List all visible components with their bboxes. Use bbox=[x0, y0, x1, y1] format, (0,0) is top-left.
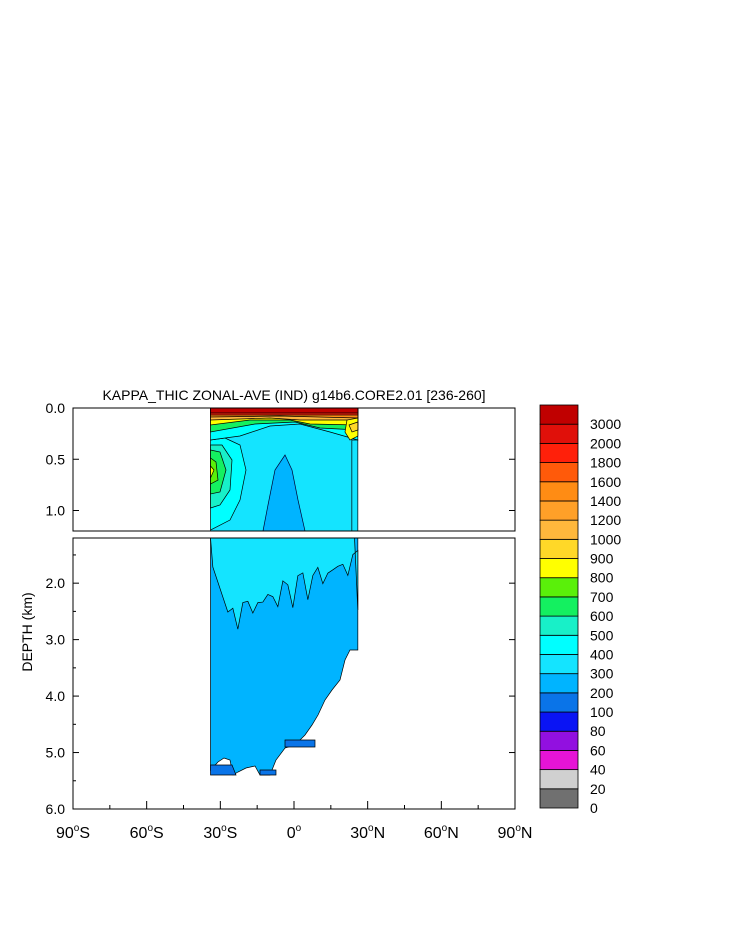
colorbar-label: 1400 bbox=[590, 493, 621, 509]
chart-title: KAPPA_THIC ZONAL-AVE (IND) g14b6.CORE2.0… bbox=[102, 387, 485, 403]
colorbar-swatch bbox=[539, 673, 579, 694]
y-tick-label: 4.0 bbox=[46, 688, 66, 704]
upper-panel-field bbox=[210, 407, 359, 532]
contour-region bbox=[210, 465, 215, 479]
colorbar-swatch bbox=[539, 634, 579, 655]
colorbar-swatch bbox=[539, 481, 579, 502]
colorbar-label: 80 bbox=[590, 723, 606, 739]
x-tick-label: 90oS bbox=[56, 823, 90, 842]
colorbar-label: 1800 bbox=[590, 455, 621, 471]
y-axis-label: DEPTH (km) bbox=[19, 592, 35, 671]
upper-panel-frame bbox=[72, 407, 516, 532]
colorbar-label: 200 bbox=[590, 685, 614, 701]
colorbar-swatch bbox=[539, 423, 579, 444]
contour-region bbox=[259, 769, 277, 776]
y-tick-label: 2.0 bbox=[46, 575, 66, 591]
colorbar-swatch bbox=[539, 577, 579, 598]
colorbar-label: 700 bbox=[590, 589, 614, 605]
x-tick-label: 30oN bbox=[350, 823, 385, 842]
colorbar-label: 800 bbox=[590, 570, 614, 586]
contour-region bbox=[210, 764, 237, 776]
colorbar-label: 3000 bbox=[590, 416, 621, 432]
contour-region bbox=[262, 454, 306, 532]
colorbar-swatch bbox=[539, 462, 579, 483]
y-tick-label: 0.5 bbox=[46, 451, 66, 467]
colorbar: 0 20 40 60 80 100 200 300 400 500 600 700 800 900 1000… bbox=[539, 404, 621, 816]
x-tick-label: 60oS bbox=[130, 823, 164, 842]
colorbar-swatch bbox=[539, 519, 579, 540]
x-tick-label: 60oN bbox=[424, 823, 459, 842]
y-tick-label: 3.0 bbox=[46, 632, 66, 648]
y-tick-label: 6.0 bbox=[46, 801, 66, 817]
colorbar-label: 600 bbox=[590, 608, 614, 624]
colorbar-label: 500 bbox=[590, 627, 614, 643]
colorbar-swatch bbox=[539, 596, 579, 617]
colorbar-swatch bbox=[539, 730, 579, 751]
y-tick-label: 5.0 bbox=[46, 745, 66, 761]
y-tick-label: 1.0 bbox=[46, 503, 66, 519]
colorbar-swatch bbox=[539, 442, 579, 463]
colorbar-swatch bbox=[539, 538, 579, 559]
contour-region bbox=[348, 421, 359, 433]
x-tick-label: 90oN bbox=[498, 823, 533, 842]
colorbar-label: 100 bbox=[590, 704, 614, 720]
colorbar-swatch bbox=[539, 404, 579, 425]
colorbar-swatch bbox=[539, 558, 579, 579]
y-tick-label: 0.0 bbox=[46, 400, 66, 416]
colorbar-swatch bbox=[539, 500, 579, 521]
colorbar-swatch bbox=[539, 615, 579, 636]
colorbar-label: 60 bbox=[590, 742, 606, 758]
lower-panel-field bbox=[210, 537, 359, 776]
colorbar-label: 400 bbox=[590, 646, 614, 662]
colorbar-label: 1200 bbox=[590, 512, 621, 528]
x-tick-label: 30oS bbox=[203, 823, 237, 842]
colorbar-swatch bbox=[539, 692, 579, 713]
colorbar-swatch bbox=[539, 654, 579, 675]
colorbar-swatch bbox=[539, 711, 579, 732]
colorbar-label: 0 bbox=[590, 800, 598, 816]
contour-region bbox=[351, 439, 359, 532]
colorbar-label: 1000 bbox=[590, 531, 621, 547]
colorbar-swatch bbox=[539, 788, 579, 809]
y-axis: 0.0 0.5 1.0 2.0 3.0 4.0 5.0 6.0 bbox=[46, 400, 515, 817]
x-axis: 90oS 60oS 30oS 0o 30oN 60oN 90oN bbox=[56, 801, 532, 842]
colorbar-label: 40 bbox=[590, 762, 606, 778]
contour-region bbox=[284, 739, 316, 748]
colorbar-label: 300 bbox=[590, 666, 614, 682]
contour-region bbox=[210, 407, 359, 414]
colorbar-swatch bbox=[539, 769, 579, 790]
colorbar-label: 20 bbox=[590, 781, 606, 797]
colorbar-swatch bbox=[539, 750, 579, 771]
colorbar-label: 900 bbox=[590, 551, 614, 567]
colorbar-label: 2000 bbox=[590, 435, 621, 451]
colorbar-label: 1600 bbox=[590, 474, 621, 490]
x-tick-label: 0o bbox=[287, 823, 302, 842]
